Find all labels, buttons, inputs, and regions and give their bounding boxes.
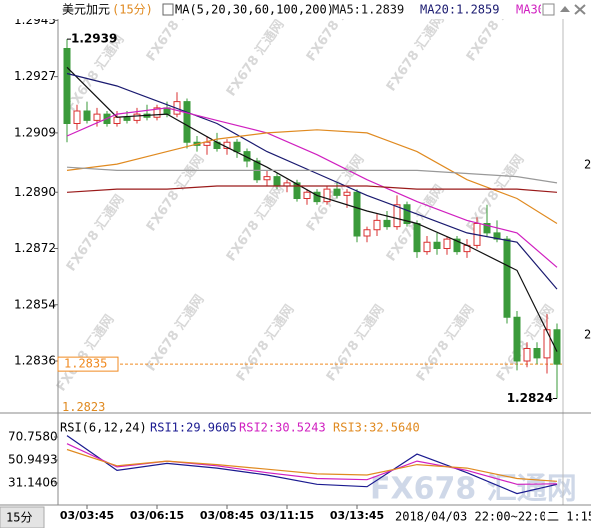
candle-body <box>543 329 551 359</box>
current-price-label: 1.2835 <box>64 357 107 371</box>
legend-entry: RSI3:32.5640 <box>333 421 420 435</box>
y-tick-label: 31.1406 <box>8 476 58 490</box>
low-label: 1.2824 <box>507 391 553 405</box>
right-label: 2 <box>584 328 591 342</box>
rsi-line <box>66 448 558 482</box>
candle-body <box>553 329 561 365</box>
candle-body <box>453 238 461 253</box>
candle-body <box>403 204 411 224</box>
right-label: 2 <box>584 158 591 172</box>
candle-body <box>153 107 161 118</box>
candle-body <box>523 348 531 362</box>
candle-body <box>323 188 331 203</box>
up-button[interactable] <box>560 6 570 12</box>
candle-body <box>273 176 281 187</box>
candle-body <box>443 238 451 249</box>
y-tick-label: 1.2872 <box>14 241 56 255</box>
y-tick-label: 50.9493 <box>8 453 58 467</box>
candle-body <box>493 232 501 240</box>
watermark-logo: FX678 汇通网 <box>370 472 577 507</box>
candle-body <box>63 48 71 124</box>
legend-entry: RSI1:29.9605 <box>150 421 237 435</box>
symbol: 美元加元 <box>62 3 110 17</box>
candle-body <box>343 191 351 196</box>
time-label: 二 1:15 <box>547 510 591 524</box>
candle-body <box>413 223 421 253</box>
x-tick-label: 03/11:15 <box>260 509 314 522</box>
candle-body <box>203 141 211 146</box>
candle-body <box>483 223 491 234</box>
ma-line <box>66 72 558 290</box>
candle-body <box>73 110 81 124</box>
period: (15分) <box>112 3 153 17</box>
close-button[interactable] <box>574 4 586 15</box>
ma-line <box>66 66 558 352</box>
candle-body <box>423 241 431 253</box>
tooltip: 2018/04/03 22:00~22:09 <box>395 510 554 524</box>
settings-button[interactable] <box>542 3 555 16</box>
candle-body <box>533 348 541 359</box>
candle-body <box>333 188 341 196</box>
candle-body <box>363 229 371 237</box>
y-tick-label: 1.2890 <box>14 185 56 199</box>
candle-body <box>293 182 301 199</box>
current-price-box <box>57 356 119 372</box>
high-label: 1.2939 <box>71 32 117 46</box>
header-bar <box>0 0 591 19</box>
ma-icon[interactable] <box>162 3 174 16</box>
ma-line <box>66 129 558 225</box>
legend-entry: RSI2:30.5243 <box>239 421 326 435</box>
candle-body <box>353 191 361 237</box>
candle-body <box>183 101 191 143</box>
candle-body <box>513 316 521 362</box>
ma-line <box>66 107 558 268</box>
candle-body <box>373 219 381 231</box>
ma-line <box>66 166 558 184</box>
candle-body <box>93 113 101 121</box>
y-tick-label: 70.7580 <box>8 430 58 444</box>
ma-line <box>66 185 558 193</box>
rsi-title: RSI(6,12,24) <box>60 421 147 435</box>
ma-params: MA(5,20,30,60,100,200) <box>175 3 334 17</box>
y-tick-label: 1.2836 <box>14 354 56 368</box>
candle-body <box>133 113 141 121</box>
candle-body <box>113 116 121 124</box>
legend-entry: MA20:1.2859 <box>420 3 499 17</box>
rsi-line <box>66 435 558 495</box>
x-tick-label: 03/03:45 <box>60 509 114 522</box>
candle-body <box>263 176 271 181</box>
y-tick-label: 1.2909 <box>14 125 56 139</box>
x-tick-label: 03/13:45 <box>330 509 384 522</box>
candle-body <box>433 241 441 249</box>
candle-body <box>383 219 391 228</box>
candle-body <box>303 191 311 199</box>
tooltip-box <box>393 507 543 527</box>
period-button[interactable] <box>0 506 45 528</box>
time-box <box>545 507 591 527</box>
x-tick-label: 03/08:45 <box>200 509 254 522</box>
candle-body <box>83 110 91 121</box>
y-tick-label: 1.2927 <box>14 69 56 83</box>
legend-entry: MA5:1.2839 <box>332 3 404 17</box>
y-tick-label: 1.2854 <box>14 297 56 311</box>
x-tick-label: 03/06:15 <box>130 509 184 522</box>
candle-body <box>233 141 241 153</box>
candle-body <box>123 116 131 121</box>
period-button-label: 15分 <box>6 511 32 525</box>
bottom-price-label: 1.2823 <box>62 400 105 414</box>
candle-body <box>503 238 511 318</box>
candle-body <box>393 204 401 228</box>
